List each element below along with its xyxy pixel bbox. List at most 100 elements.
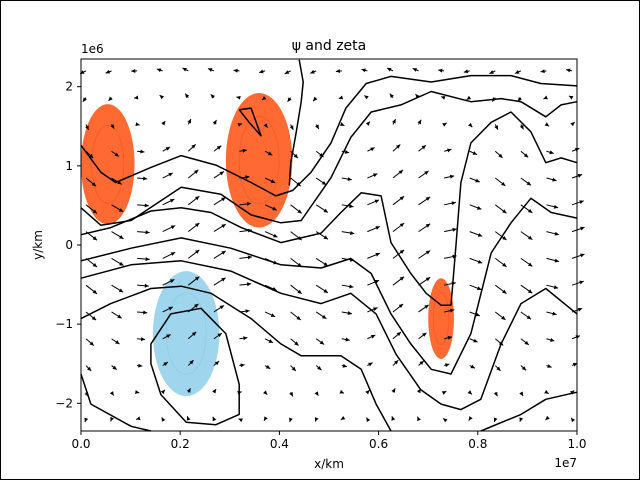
quiver-arrow <box>572 200 584 205</box>
quiver-arrow <box>86 339 94 346</box>
quiver-arrow <box>469 416 473 420</box>
psi-contour-line-5 <box>81 286 391 431</box>
quiver-arrow-head <box>366 418 370 422</box>
quiver-arrow <box>214 278 226 285</box>
quiver-arrow <box>163 252 175 258</box>
quiver-arrow <box>131 69 137 73</box>
quiver-arrow-head <box>545 122 549 126</box>
quiver-arrow-head <box>469 416 473 420</box>
quiver-arrow <box>361 68 367 72</box>
quiver-arrow <box>137 284 149 288</box>
quiver-arrow-head <box>547 364 551 368</box>
quiver-arrow <box>112 232 124 239</box>
quiver-arrow <box>214 251 226 258</box>
quiver-arrow-head <box>424 171 428 175</box>
quiver-arrow <box>444 228 456 232</box>
quiver-arrow <box>239 336 247 340</box>
quiver-arrow <box>342 231 354 235</box>
quiver-arrow <box>546 178 556 182</box>
quiver-arrow <box>188 144 195 151</box>
quiver-arrow-head <box>391 416 395 420</box>
y-tick-label: −1 <box>55 317 73 331</box>
quiver-arrow <box>417 120 421 125</box>
quiver-arrow <box>544 390 548 394</box>
quiver-arrow <box>444 175 454 179</box>
quiver-arrow-head <box>315 391 319 395</box>
quiver-arrow <box>393 304 403 312</box>
quiver-arrow <box>265 312 275 317</box>
quiver-arrow <box>419 145 426 151</box>
quiver-arrow-head <box>452 228 456 232</box>
quiver-arrow <box>134 96 138 100</box>
quiver-arrow-head <box>528 289 532 293</box>
quiver-arrow <box>521 178 531 185</box>
quiver-arrow-head <box>145 203 149 207</box>
quiver-arrow-head <box>131 69 135 73</box>
quiver-arrow <box>313 97 317 101</box>
quiver-arrow <box>489 70 495 74</box>
quiver-arrow-head <box>320 341 324 345</box>
quiver-arrow <box>521 258 533 266</box>
quiver-arrow <box>342 177 352 181</box>
quiver-arrow <box>367 148 374 152</box>
quiver-arrow <box>112 366 117 370</box>
quiver-arrow-head <box>442 391 446 395</box>
quiver-arrow <box>112 312 122 318</box>
quiver-arrow <box>187 416 191 420</box>
quiver-arrow-head <box>341 416 345 420</box>
quiver-arrow-head <box>349 284 353 288</box>
quiver-arrow-head <box>527 181 531 185</box>
quiver-arrow <box>546 364 551 368</box>
quiver-arrow <box>291 205 302 214</box>
quiver-arrow-head <box>135 390 139 394</box>
quiver-arrow <box>239 363 244 367</box>
quiver-arrow <box>572 148 579 152</box>
quiver-arrow <box>572 363 577 367</box>
quiver-arrow <box>546 285 558 289</box>
x-tick-label: 1.0 <box>567 437 586 451</box>
x-offset-label: 1e7 <box>554 456 577 470</box>
quiver-arrow <box>543 96 547 100</box>
quiver-arrow <box>464 69 470 73</box>
quiver-arrow <box>316 258 328 266</box>
y-axis-label: y/km <box>31 230 45 260</box>
quiver-arrow <box>419 305 429 312</box>
quiver-arrow <box>106 70 112 74</box>
quiver-arrow <box>112 258 124 265</box>
quiver-arrow <box>315 417 319 421</box>
quiver-arrow <box>291 285 302 294</box>
quiver-arrow <box>342 338 350 342</box>
quiver-arrow <box>367 335 375 339</box>
y-tick-label: 1 <box>65 159 73 173</box>
quiver-arrow <box>135 122 139 126</box>
quiver-arrow-head <box>161 121 165 125</box>
quiver-arrow-head <box>145 257 149 261</box>
quiver-arrow <box>161 390 165 394</box>
quiver-arrow <box>495 178 505 186</box>
quiver-arrow <box>208 68 214 72</box>
quiver-arrow <box>112 285 124 292</box>
quiver-arrow-head <box>554 205 558 209</box>
quiver-arrow <box>212 389 216 393</box>
quiver-arrow <box>315 391 319 395</box>
quiver-arrow-head <box>145 230 149 234</box>
quiver-arrow <box>393 277 404 285</box>
quiver-arrow-head <box>467 96 471 100</box>
zeta-fills <box>81 93 454 396</box>
quiver-arrow <box>392 119 396 124</box>
quiver-arrow-head <box>544 390 548 394</box>
quiver-arrow-head <box>450 175 454 179</box>
y-tick-label: 0 <box>65 238 73 252</box>
quiver-arrow <box>316 285 328 293</box>
quiver-arrow <box>188 170 198 178</box>
quiver-arrow <box>336 69 342 73</box>
quiver-arrow <box>288 97 292 101</box>
quiver-arrow <box>393 145 400 152</box>
quiver-arrow <box>444 363 449 367</box>
quiver-arrow <box>342 284 354 288</box>
quiver-arrow <box>213 120 217 124</box>
quiver-arrow <box>545 416 549 420</box>
psi-contour-line-2 <box>81 112 577 305</box>
quiver-arrow <box>342 311 352 315</box>
quiver-arrow <box>387 68 393 72</box>
